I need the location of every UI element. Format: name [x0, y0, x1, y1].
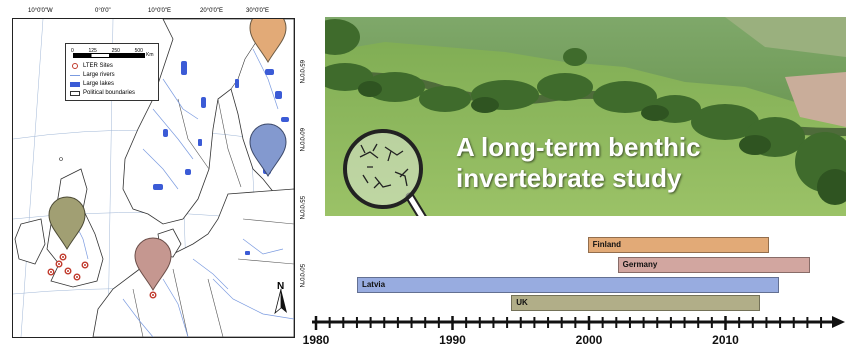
magnifying-glass-icon: [343, 129, 427, 216]
lake-swatch: [70, 81, 80, 87]
lon-label: 0°0'0": [95, 8, 111, 14]
scale-tick: 250: [111, 48, 120, 54]
axis-tick-label: 1990: [439, 333, 466, 347]
aerial-photo: [325, 17, 846, 216]
scale-tick: 0: [71, 48, 74, 54]
landscape-image: [325, 17, 846, 216]
legend-large-rivers: Large rivers: [83, 72, 115, 78]
scale-bar: 0 125 250 500 Km: [71, 46, 154, 58]
legend-lter-sites: LTER Sites: [83, 63, 113, 69]
lon-label: 10°0'0"W: [28, 8, 53, 14]
scale-tick: 125: [88, 48, 97, 54]
title-line-1: A long-term benthic: [456, 132, 701, 162]
axis-tick-label: 2010: [712, 333, 739, 347]
uk-pin-icon: [48, 196, 86, 250]
timeline-bar-finland: Finland: [587, 237, 770, 253]
lon-label: 30°0'0"E: [246, 8, 270, 14]
north-label: N: [277, 281, 285, 292]
site-marker-icon: [72, 63, 78, 69]
legend-large-lakes: Large lakes: [83, 81, 115, 87]
title-line-2: invertebrate study: [456, 163, 682, 193]
finland-pin-icon: [249, 19, 287, 63]
timeline-bar-uk: UK: [511, 295, 760, 311]
legend-political-boundaries: Political boundaries: [83, 90, 136, 96]
latvia-pin-icon: [249, 123, 287, 177]
germany-pin-icon: [134, 237, 172, 291]
axis-tick-label: 1980: [302, 333, 330, 347]
axis-arrow-icon: [832, 316, 845, 328]
axis-tick-label: 2000: [575, 333, 603, 347]
scale-unit: Km: [146, 52, 154, 58]
lon-label: 10°0'0"E: [148, 8, 172, 14]
europe-map: 0 125 250 500 Km LTER Sites Large rivers…: [12, 18, 295, 338]
timeline-bar-latvia: Latvia: [356, 277, 779, 293]
map-legend: 0 125 250 500 Km LTER Sites Large rivers…: [65, 43, 159, 101]
scale-tick: 500: [134, 48, 143, 54]
river-swatch: [70, 74, 80, 76]
lon-label: 20°0'0"E: [200, 8, 224, 14]
photo-title: A long-term benthic invertebrate study: [456, 132, 756, 194]
boundary-swatch: [70, 90, 80, 96]
timeline-bar-germany: Germany: [617, 257, 811, 273]
